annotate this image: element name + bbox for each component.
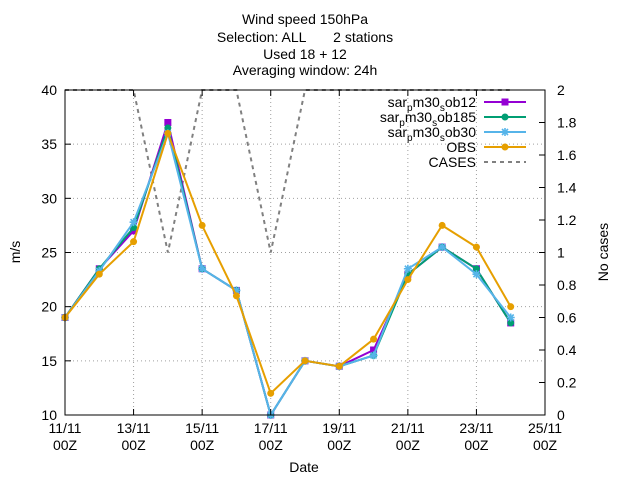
- y2-tick-label: 0.6: [557, 310, 577, 326]
- legend-label: OBS: [446, 139, 476, 155]
- title-line-1: Wind speed 150hPa: [242, 11, 368, 27]
- x-tick-label-time: 00Z: [122, 437, 147, 453]
- x-tick-label-time: 00Z: [53, 437, 78, 453]
- x-tick-label: 25/11: [528, 420, 562, 436]
- title-line-2: Selection: ALL 2 stations: [217, 29, 393, 45]
- y-axis-ticks: 10 15 20 25 30 35 40: [41, 82, 71, 423]
- series-line: [64, 124, 512, 418]
- data-point: [164, 124, 172, 132]
- x-tick-label-time: 00Z: [259, 437, 284, 453]
- data-point-core: [405, 266, 410, 271]
- x-axis-ticks: 11/1100Z13/1100Z15/1100Z17/1100Z19/1100Z…: [49, 90, 562, 453]
- y2-tick-label: 1: [557, 245, 565, 261]
- y-tick-label: 40: [41, 82, 57, 98]
- legend-item: OBS: [446, 139, 526, 155]
- y2-tick-label: 1.2: [557, 212, 577, 228]
- data-point-core: [503, 130, 507, 134]
- legend-label: sarpm30sob185: [380, 109, 476, 129]
- data-point: [370, 346, 378, 354]
- data-point: [472, 243, 480, 251]
- data-point: [198, 221, 206, 229]
- data-point: [95, 270, 103, 278]
- data-point: [507, 319, 515, 327]
- y-tick-label: 35: [41, 136, 57, 152]
- series-obs: [61, 129, 515, 397]
- legend-item: CASES: [429, 154, 526, 170]
- x-tick-label: 13/11: [117, 420, 151, 436]
- y2-tick-label: 0.8: [557, 277, 577, 293]
- y2-tick-label: 0.2: [557, 375, 577, 391]
- y-tick-label: 30: [41, 190, 57, 206]
- data-point: [472, 265, 480, 273]
- x-tick-label: 21/11: [391, 420, 425, 436]
- data-point-core: [440, 245, 445, 250]
- data-point: [501, 113, 509, 121]
- data-point: [130, 238, 138, 246]
- data-point: [404, 276, 412, 284]
- x-tick-label-time: 00Z: [533, 437, 558, 453]
- series-line: [64, 130, 512, 396]
- y2-tick-label: 1.8: [557, 115, 577, 131]
- series-line: [64, 130, 512, 418]
- y2-axis-label: No cases: [595, 223, 611, 281]
- y2-tick-label: 1.4: [557, 180, 577, 196]
- x-tick-label: 15/11: [185, 420, 219, 436]
- y-tick-label: 20: [41, 299, 57, 315]
- data-point-core: [474, 272, 479, 277]
- legend-label: CASES: [429, 154, 476, 170]
- legend-item: sarpm30sob12: [388, 94, 526, 114]
- x-tick-label-time: 00Z: [190, 437, 215, 453]
- data-point: [501, 143, 509, 151]
- x-tick-label: 23/11: [459, 420, 493, 436]
- x-axis-label: Date: [289, 459, 319, 475]
- y-tick-label: 25: [41, 245, 57, 261]
- legend-label: sarpm30sob12: [388, 94, 477, 114]
- y-tick-label: 15: [41, 353, 57, 369]
- data-point: [232, 292, 240, 300]
- x-tick-label: 11/11: [49, 420, 82, 436]
- chart-title: Wind speed 150hPa Selection: ALL 2 stati…: [217, 11, 393, 78]
- plot-series: [61, 89, 515, 419]
- y-tick-label: 10: [41, 407, 57, 423]
- data-point-core: [131, 220, 136, 225]
- y2-tick-label: 0.4: [557, 342, 577, 358]
- legend-label: sarpm30sob30: [388, 124, 477, 144]
- title-line-3: Used 18 + 12: [263, 46, 347, 62]
- y-axis-label: m/s: [7, 241, 23, 264]
- legend-item: sarpm30sob185: [380, 109, 526, 129]
- data-point: [501, 98, 509, 106]
- x-tick-label-time: 00Z: [396, 437, 421, 453]
- x-tick-label-time: 00Z: [464, 437, 489, 453]
- legend: sarpm30sob12sarpm30sob185sarpm30sob30OBS…: [380, 94, 526, 170]
- data-point: [335, 362, 343, 370]
- data-point-core: [200, 266, 205, 271]
- title-line-4: Averaging window: 24h: [233, 62, 378, 78]
- data-point: [370, 335, 378, 343]
- data-point: [164, 119, 172, 126]
- x-tick-label-time: 00Z: [327, 437, 352, 453]
- data-point-core: [234, 288, 239, 293]
- data-point-core: [508, 315, 513, 320]
- x-tick-label: 19/11: [322, 420, 356, 436]
- x-tick-label: 17/11: [254, 420, 288, 436]
- data-point: [301, 357, 309, 365]
- y2-tick-label: 0: [557, 407, 565, 423]
- y2-tick-label: 2: [557, 82, 565, 98]
- data-point: [507, 303, 515, 311]
- data-point: [267, 389, 275, 397]
- legend-item: sarpm30sob30: [388, 124, 526, 144]
- data-point: [164, 129, 172, 137]
- y2-axis-ticks: 0 0.2 0.4 0.6 0.8 1 1.2 1.4 1.6 1.8 2: [539, 82, 577, 423]
- data-point: [438, 221, 446, 229]
- data-point-core: [371, 353, 376, 358]
- y2-tick-label: 1.6: [557, 147, 577, 163]
